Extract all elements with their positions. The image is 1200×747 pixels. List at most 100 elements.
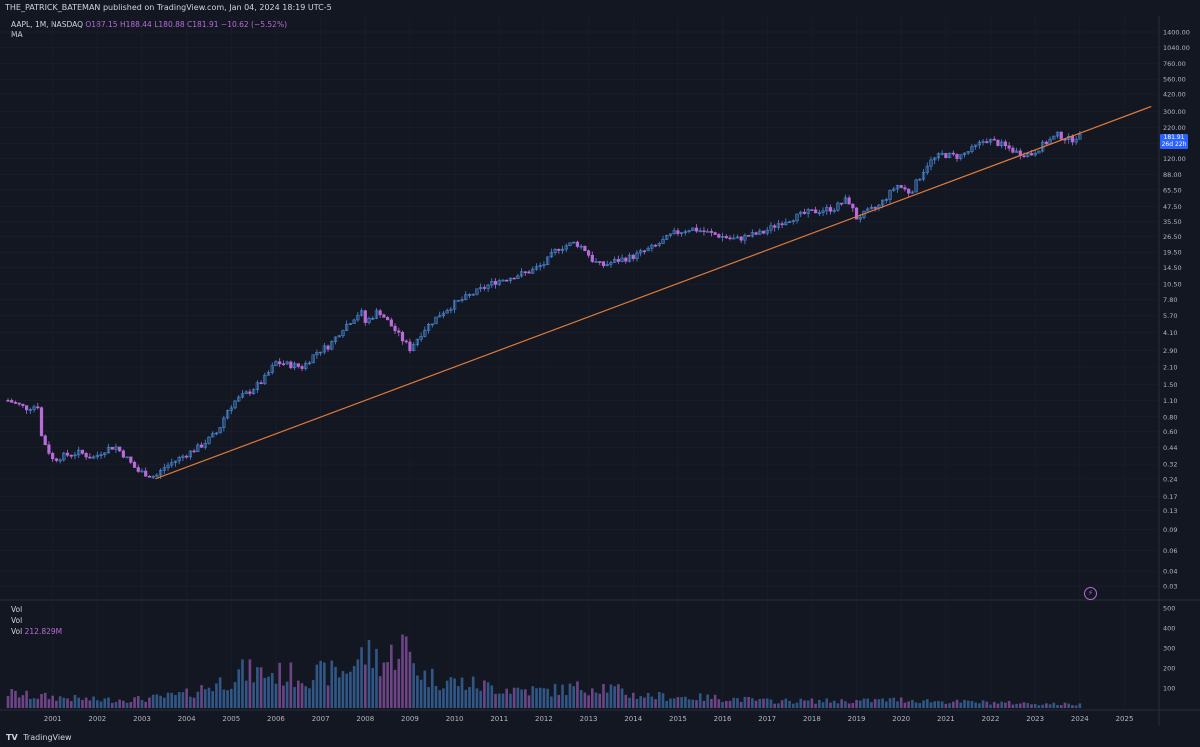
candle-body <box>1000 141 1004 146</box>
volume-bar <box>717 699 721 708</box>
candle-body <box>397 330 401 333</box>
candle-body <box>177 457 181 462</box>
lightning-icon[interactable]: ⚡ <box>1084 587 1097 600</box>
volume-bar <box>758 698 762 708</box>
candle-body <box>263 374 267 384</box>
volume-bar <box>691 699 695 708</box>
volume-bar <box>77 697 81 708</box>
candle-body <box>668 233 673 236</box>
candle-body <box>624 257 628 262</box>
candle-body <box>527 271 531 274</box>
volume-bar <box>698 693 702 708</box>
candlesticks <box>6 130 1082 480</box>
candle-body <box>419 336 423 340</box>
volume-bar <box>486 682 490 708</box>
candle-body <box>266 372 271 376</box>
volume-bar <box>252 682 255 708</box>
volume-bar <box>613 686 616 708</box>
time-tick-label: 2017 <box>758 715 776 723</box>
symbol-label[interactable]: AAPL, 1M, NASDAQ <box>11 20 83 29</box>
candle-body <box>769 225 773 231</box>
candle-body <box>642 250 647 253</box>
volume-bar <box>966 700 970 708</box>
volume-bar <box>918 703 922 708</box>
candle-body <box>211 433 215 438</box>
volume-bar <box>922 700 925 708</box>
candle-body <box>947 152 952 158</box>
volume-tick-label: 100 <box>1163 685 1175 693</box>
vol-label-2[interactable]: Vol <box>11 616 23 625</box>
brand-name[interactable]: TradingView <box>23 733 72 742</box>
price-tick-label: 0.04 <box>1163 568 1177 576</box>
vol-value: 212.829M <box>24 627 63 636</box>
time-tick-label: 2012 <box>535 715 553 723</box>
candle-body <box>1011 147 1015 153</box>
candle-body <box>374 310 379 319</box>
candle-body <box>345 323 349 331</box>
volume-bar <box>858 700 862 708</box>
ma-indicator-label[interactable]: MA <box>11 30 23 39</box>
candle-body <box>88 456 92 459</box>
vol-label-3: Vol 212.829M <box>11 626 62 637</box>
volume-bar <box>970 701 974 708</box>
ohlc-row: AAPL, 1M, NASDAQ O187.15 H188.44 L180.88… <box>11 20 287 30</box>
time-tick-label: 2008 <box>356 715 374 723</box>
candle-body <box>77 449 81 456</box>
price-tick-label: 760.00 <box>1163 60 1186 68</box>
candle-body <box>683 231 687 234</box>
candle-body <box>482 287 486 289</box>
volume-bar <box>1052 702 1056 708</box>
volume-bar <box>520 689 523 708</box>
volume-bar <box>873 699 877 708</box>
volume-bar <box>657 691 661 708</box>
volume-bar <box>241 659 244 708</box>
tradingview-logo-icon[interactable]: TV <box>6 733 18 742</box>
candle-body <box>95 454 99 458</box>
volume-bar <box>10 689 14 708</box>
candle-body <box>557 248 561 251</box>
candle-body <box>103 452 107 456</box>
volume-bar <box>784 698 788 708</box>
candle-body <box>505 279 509 282</box>
volume-bar <box>669 698 672 708</box>
candle-body <box>62 452 66 461</box>
time-tick-label: 2016 <box>714 715 732 723</box>
candle-body <box>58 459 62 462</box>
candle-body <box>426 324 431 331</box>
volume-bar <box>676 697 680 708</box>
candle-body <box>333 336 338 342</box>
volume-legend: Vol Vol Vol 212.829M <box>11 604 62 637</box>
volume-bar <box>185 688 188 708</box>
candle-body <box>110 446 114 450</box>
candle-body <box>620 257 624 262</box>
candle-body <box>237 396 241 402</box>
candle-body <box>1044 141 1048 145</box>
candle-body <box>531 268 535 274</box>
vol-label-1[interactable]: Vol <box>11 605 23 614</box>
volume-bar <box>732 697 736 708</box>
volume-bar <box>561 684 564 708</box>
volume-bar <box>248 659 252 708</box>
candle-body <box>493 281 498 285</box>
candle-body <box>653 244 658 247</box>
candle-body <box>203 443 207 448</box>
volume-bar <box>981 700 985 708</box>
volume-bar <box>110 702 114 708</box>
volume-bar <box>847 703 851 708</box>
volume-bar <box>661 693 665 708</box>
candle-body <box>754 232 758 235</box>
volume-bar <box>96 700 99 708</box>
candle-body <box>988 138 993 143</box>
candle-body <box>720 236 725 238</box>
volume-bar <box>814 703 817 708</box>
candle-body <box>326 345 330 350</box>
candle-body <box>359 310 364 316</box>
volume-bar <box>274 683 278 708</box>
volume-bar <box>337 677 341 708</box>
candle-body <box>51 452 55 460</box>
vol-label-3-name[interactable]: Vol <box>11 627 23 636</box>
candle-body <box>430 323 434 326</box>
candle-body <box>832 209 836 212</box>
candle-body <box>895 185 900 190</box>
